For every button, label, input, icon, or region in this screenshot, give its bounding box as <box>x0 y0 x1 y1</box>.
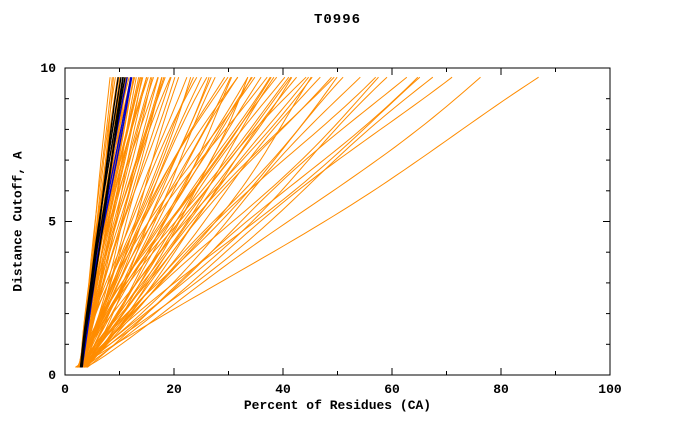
x-tick-label: 60 <box>384 382 400 397</box>
y-tick-label: 10 <box>40 61 56 76</box>
chart-title: T0996 <box>313 12 361 28</box>
y-tick-label: 0 <box>48 368 56 383</box>
y-tick-label: 5 <box>48 215 56 230</box>
x-tick-label: 0 <box>61 382 69 397</box>
plot-frame <box>64 67 611 376</box>
x-tick-label: 80 <box>493 382 509 397</box>
x-tick-label: 100 <box>598 382 622 397</box>
x-axis-label: Percent of Residues (CA) <box>243 398 432 413</box>
x-tick-label: 40 <box>275 382 291 397</box>
x-tick-label: 20 <box>166 382 182 397</box>
